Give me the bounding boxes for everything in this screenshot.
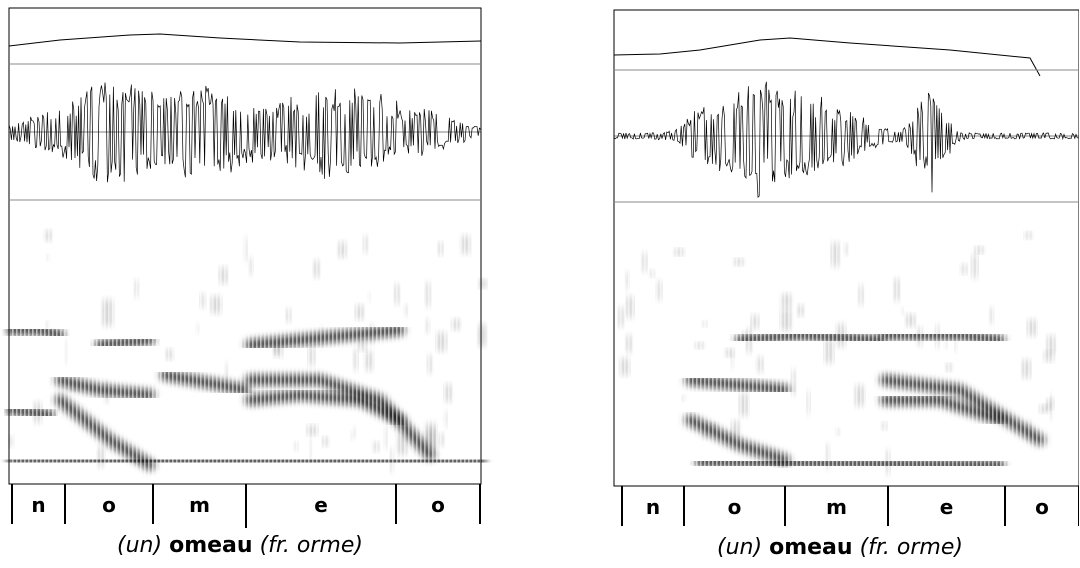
caption-prefix: (un) xyxy=(717,535,762,560)
segment-label: e xyxy=(314,493,328,517)
caption: (un) omeau (fr. orme) xyxy=(117,533,363,558)
caption: (un) omeau (fr. orme) xyxy=(717,535,963,560)
segment-label: n xyxy=(31,493,45,517)
striation xyxy=(9,200,481,484)
caption-prefix: (un) xyxy=(117,533,162,558)
caption-suffix: (fr. orme) xyxy=(860,535,963,560)
noise xyxy=(478,324,486,347)
striation xyxy=(614,202,1079,486)
panel-frame xyxy=(613,9,1079,487)
pitch-track xyxy=(8,33,482,47)
pitch-track xyxy=(613,37,1041,77)
segment-label: m xyxy=(189,493,210,517)
segment-label: o xyxy=(728,495,742,519)
segment-label: m xyxy=(826,495,847,519)
segment-label: o xyxy=(431,493,445,517)
waveform xyxy=(613,81,1079,198)
waveform xyxy=(8,82,481,183)
spectrogram xyxy=(614,202,1079,486)
spectrogram xyxy=(6,200,487,484)
caption-word: omeau xyxy=(169,533,252,558)
caption-suffix: (fr. orme) xyxy=(260,533,363,558)
segment-label: e xyxy=(940,495,954,519)
segment-label: o xyxy=(1035,495,1049,519)
segment-label: o xyxy=(102,493,116,517)
segment-label: n xyxy=(646,495,660,519)
caption-word: omeau xyxy=(769,535,852,560)
noise xyxy=(479,279,487,289)
